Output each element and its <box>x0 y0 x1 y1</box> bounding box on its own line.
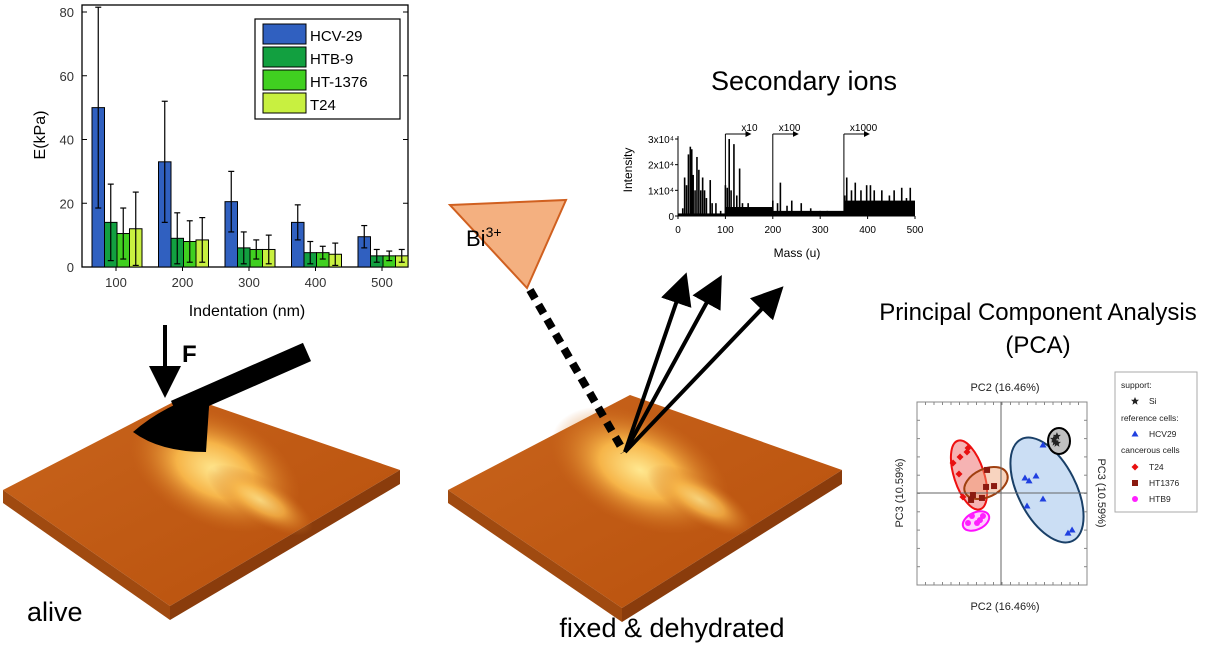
mass-spectrum: x10 x100 x1000 0 100 200 300 400 500 0 1x10⁴ 2x10⁴ 3… <box>621 123 924 260</box>
y-tick-label: 20 <box>60 196 74 211</box>
pca-point-ht1376 <box>968 496 975 503</box>
pca-legend-header: cancerous cells <box>1121 445 1180 455</box>
pca-point-ht1376 <box>978 494 985 501</box>
x-tick-label: 400 <box>859 225 876 236</box>
x-axis-label: Indentation (nm) <box>189 303 306 320</box>
label-fixed: fixed & dehydrated <box>559 613 784 643</box>
legend-swatch-ht-1376 <box>262 69 307 91</box>
afm-surface-fixed <box>448 395 842 622</box>
pca-point-t24 <box>963 448 971 456</box>
pca-legend-label: T24 <box>1149 462 1164 472</box>
legend-label: HT-1376 <box>310 74 368 91</box>
pca-legend-marker-t24 <box>1131 463 1139 471</box>
pca-point-ht1376 <box>984 466 991 473</box>
bar-chart: 0 20 40 60 80 E(kPa) Indentation (nm) 100 200 300… <box>32 4 409 320</box>
pca-legend-marker-ht1376 <box>1132 480 1138 486</box>
pca-legend-label: Si <box>1149 396 1157 406</box>
y-axis-label-right: PC3 (10.59%) <box>1095 458 1107 527</box>
primary-beam <box>526 287 628 455</box>
multiplier-label: x10 <box>741 123 758 134</box>
x-tick-label: 200 <box>172 275 194 290</box>
spectrum-baseline <box>772 210 844 216</box>
pca-legend-header: reference cells: <box>1121 413 1179 423</box>
x-axis-label: Mass (u) <box>774 246 821 260</box>
y-tick-label: 40 <box>60 133 74 148</box>
y-tick-label: 0 <box>67 260 74 275</box>
pca-legend-header: support: <box>1121 380 1152 390</box>
x-axis-label-bottom: PC2 (16.46%) <box>970 601 1039 613</box>
y-tick-label: 0 <box>668 212 674 223</box>
pca-point-ht1376 <box>983 483 990 490</box>
pca-point-htb9 <box>968 513 975 520</box>
pca-legend-label: HTB9 <box>1149 494 1171 504</box>
y-axis-label: E(kPa) <box>32 111 49 160</box>
bi-label: Bi3+ <box>466 224 502 251</box>
x-tick-label: 400 <box>305 275 327 290</box>
pca-legend-marker-si <box>1131 397 1139 405</box>
x-tick-label: 500 <box>907 225 924 236</box>
x-tick-label: 200 <box>764 225 781 236</box>
pca-plot: PC2 (16.46%) PC2 (16.46%) PC3 (10.59%) PC3 … <box>894 371 1198 613</box>
pca-legend-label: HCV29 <box>1149 429 1177 439</box>
force-label: F <box>182 341 197 368</box>
pca-point-hcv29 <box>1032 472 1040 479</box>
legend-label: T24 <box>310 97 336 114</box>
x-tick-label: 0 <box>675 225 681 236</box>
y-axis-label-left: PC3 (10.59%) <box>894 458 906 527</box>
y-tick-label: 3x10⁴ <box>648 135 674 146</box>
pca-title-abbr: (PCA) <box>1005 332 1070 359</box>
y-tick-label: 80 <box>60 5 74 20</box>
legend-swatch-hcv-29 <box>262 23 307 45</box>
x-tick-label: 300 <box>238 275 260 290</box>
secondary-ions-title: Secondary ions <box>711 66 897 96</box>
pca-point-htb9 <box>976 517 983 524</box>
afm-cantilever <box>133 342 312 452</box>
pca-point-hcv29 <box>1064 529 1072 536</box>
pca-point-hcv29 <box>1023 502 1031 509</box>
x-axis-label-top: PC2 (16.46%) <box>970 382 1039 394</box>
multiplier-label: x100 <box>779 123 801 134</box>
pca-point-hcv29 <box>1021 474 1029 481</box>
pca-point-t24 <box>956 453 964 461</box>
pca-legend-box <box>1114 371 1198 513</box>
spectrum-baseline <box>678 213 726 216</box>
legend-label: HTB-9 <box>310 51 353 68</box>
pca-point-si <box>1050 435 1059 443</box>
pca-legend-marker-htb9 <box>1132 496 1138 502</box>
label-alive: alive <box>27 597 83 627</box>
pca-point-t24 <box>959 493 967 501</box>
x-tick-label: 500 <box>371 275 393 290</box>
afm-surface-alive <box>3 396 400 620</box>
spectrum-baseline <box>725 207 773 216</box>
bi-ion-source <box>447 198 568 290</box>
pca-title: Principal Component Analysis <box>879 299 1197 326</box>
legend-label: HCV-29 <box>310 28 363 45</box>
pca-point-si <box>1052 439 1061 447</box>
pca-point-ht1376 <box>991 483 998 490</box>
pca-point-t24 <box>949 459 957 467</box>
pca-point-htb9 <box>965 520 972 527</box>
pca-legend-label: HT1376 <box>1149 478 1180 488</box>
x-tick-label: 300 <box>812 225 829 236</box>
y-tick-label: 2x10⁴ <box>648 161 674 172</box>
pca-point-hcv29 <box>1068 526 1076 533</box>
legend-swatch-htb-9 <box>262 46 307 68</box>
pca-point-hcv29 <box>1025 477 1033 484</box>
pca-point-t24 <box>955 470 963 478</box>
y-axis-label: Intensity <box>621 148 635 193</box>
multiplier-label: x1000 <box>850 123 878 134</box>
pca-point-hcv29 <box>1039 441 1047 448</box>
pca-legend-marker-hcv29 <box>1131 430 1139 437</box>
y-tick-label: 1x10⁴ <box>648 186 674 197</box>
pca-point-ht1376 <box>969 492 976 499</box>
secondary-ion-arrows <box>623 272 784 454</box>
x-tick-label: 100 <box>717 225 734 236</box>
legend-swatch-t24 <box>262 92 307 114</box>
y-tick-label: 60 <box>60 69 74 84</box>
pca-point-hcv29 <box>1039 495 1047 502</box>
pca-ellipses <box>949 427 1085 544</box>
x-tick-label: 100 <box>105 275 127 290</box>
